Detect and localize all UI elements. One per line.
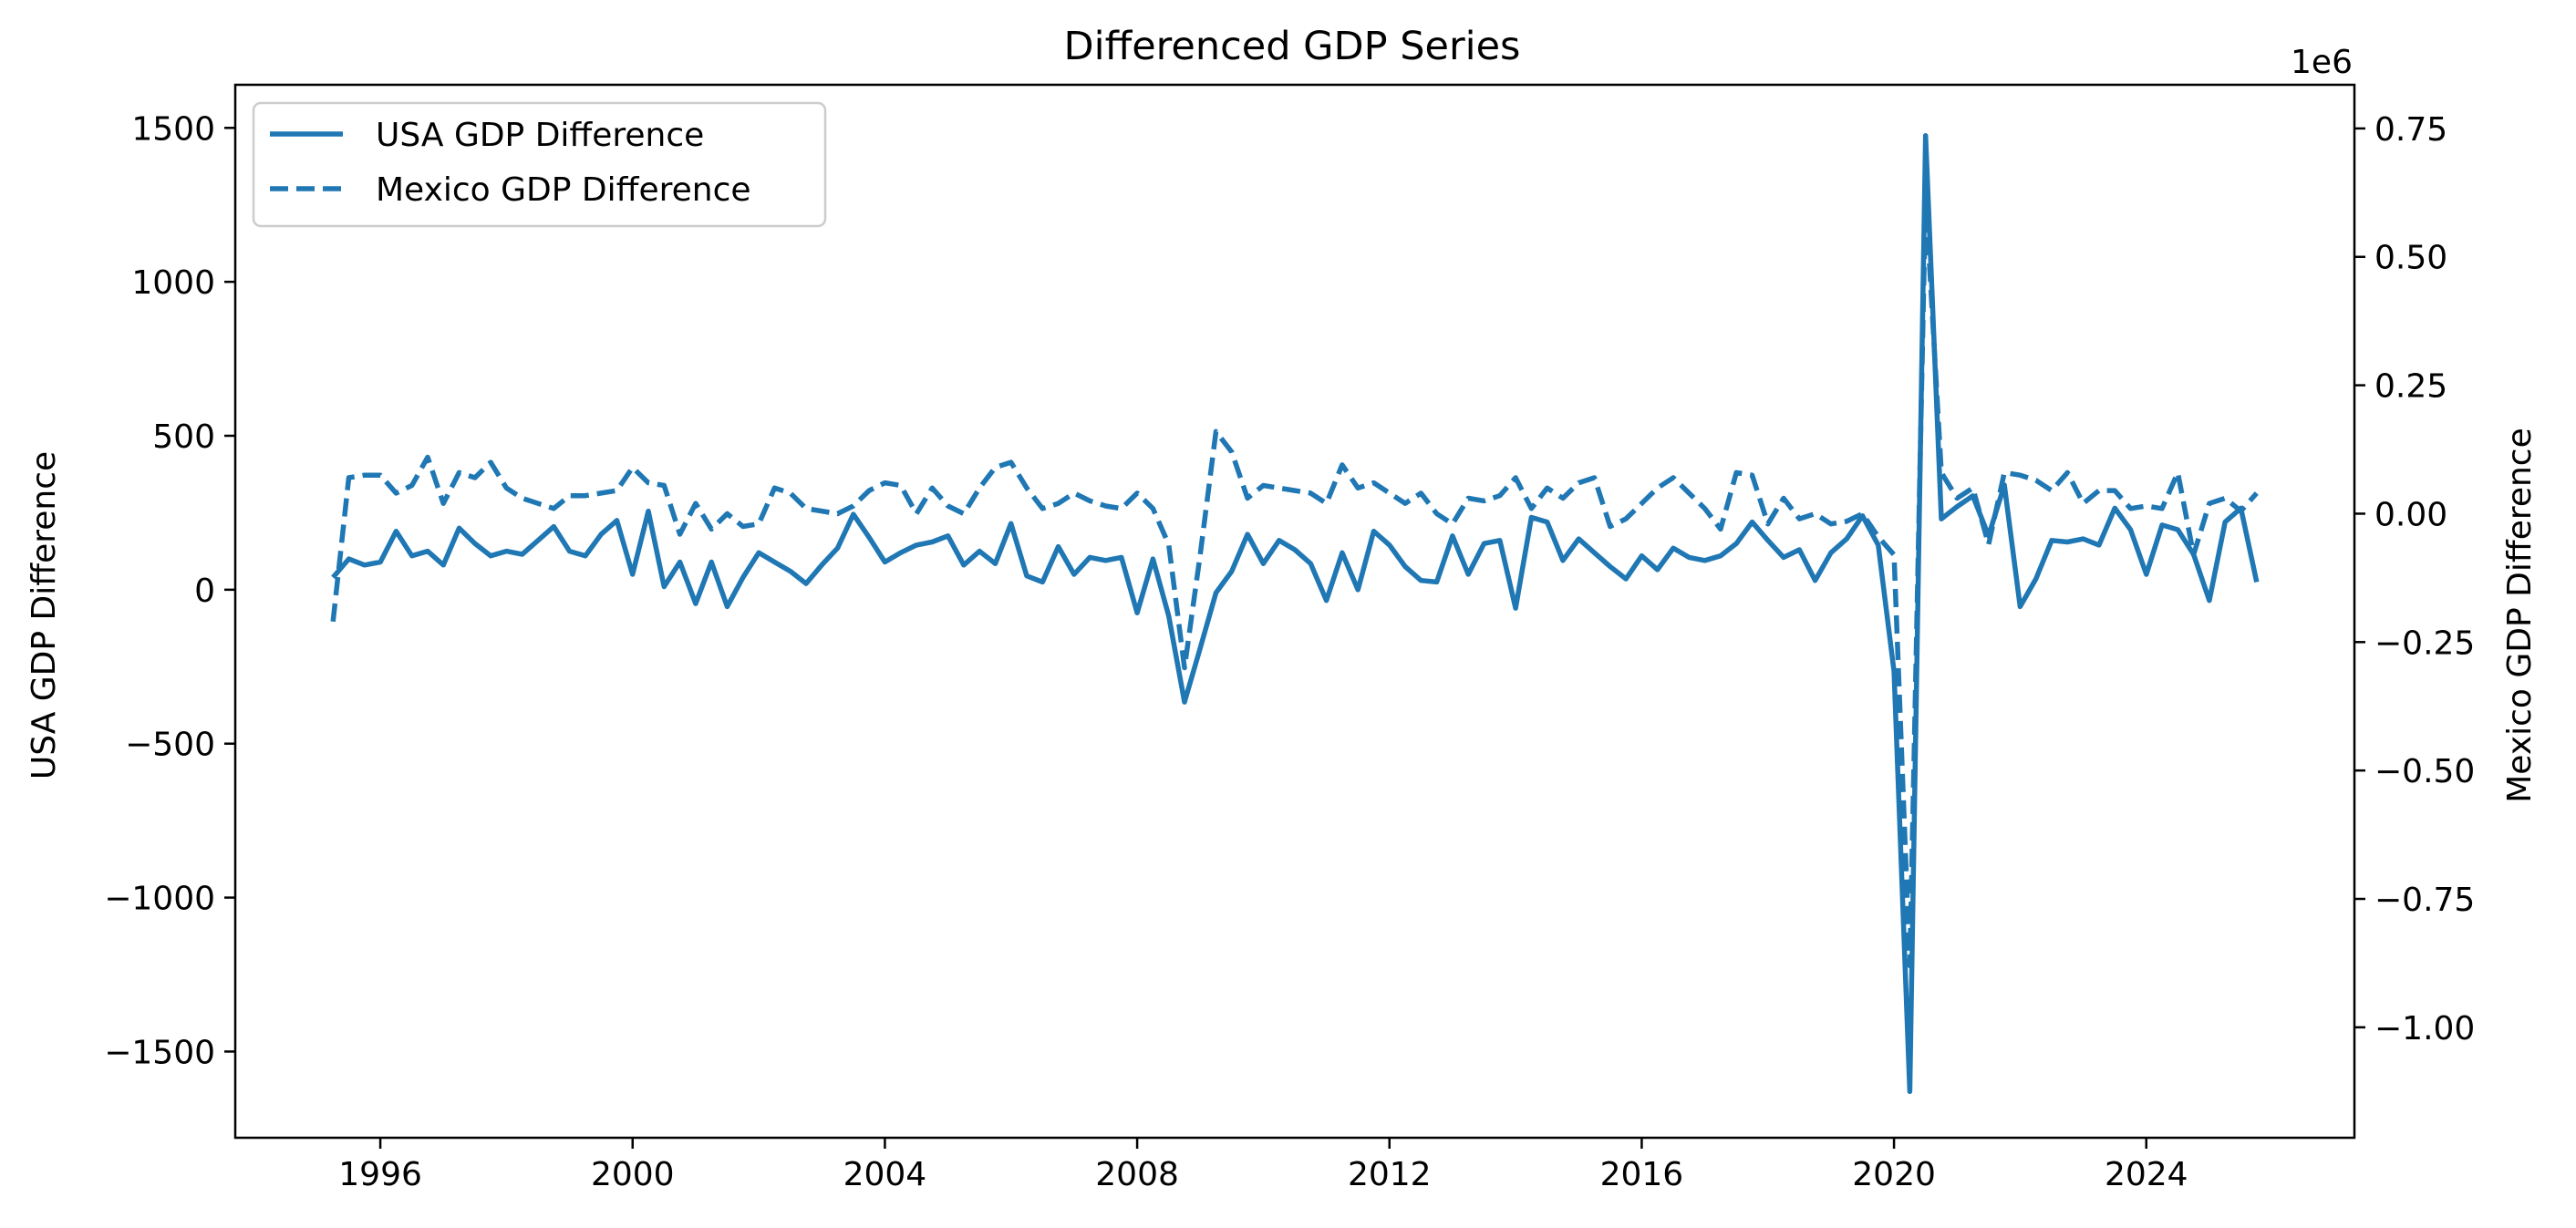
mexico-gdp-difference-line [330,192,2259,969]
y-right-tick-label: −1.00 [2374,1010,2475,1047]
x-tick-label: 2020 [1852,1156,1936,1193]
legend: USA GDP Difference Mexico GDP Difference [252,101,827,228]
y-right-tick-label: 0.00 [2374,496,2447,533]
y-left-tick-label: 0 [194,573,215,610]
y-axis-left-label: USA GDP Difference [26,451,63,779]
y-right-tick-label: 0.75 [2374,111,2447,149]
y-left-tick-label: −1000 [104,881,215,918]
y-right-tick-label: 0.50 [2374,240,2447,277]
x-tick-label: 2004 [843,1156,927,1193]
x-tick-label: 2024 [2105,1156,2188,1193]
x-tick-label: 2008 [1095,1156,1179,1193]
y-axis-right-label: Mexico GDP Difference [2501,428,2539,803]
legend-label: USA GDP Difference [376,117,704,154]
y-left-tick-label: 1000 [131,264,215,302]
legend-label: Mexico GDP Difference [376,171,751,209]
right-axis-offset-text: 1e6 [2291,44,2353,81]
chart-title: Differenced GDP Series [1064,24,1521,69]
y-left-tick-label: −1500 [104,1034,215,1071]
axes-layer: 1996 2000 2004 2008 2012 2016 2020 2024 −1500 −10… [104,83,2475,1193]
x-tick-label: 2012 [1348,1156,1432,1193]
series-layer [330,132,2260,1095]
x-tick-label: 2000 [591,1156,675,1193]
plot-frame [233,83,2356,1140]
legend-box [252,101,827,228]
y-left-tick-label: 500 [152,418,215,456]
x-tick-label: 1996 [338,1156,422,1193]
y-right-tick-label: −0.25 [2374,624,2475,662]
usa-gdp-difference-line [331,132,2260,1095]
y-right-tick-label: 0.25 [2374,368,2447,406]
y-left-tick-label: 1500 [131,110,215,148]
y-right-tick-label: −0.75 [2374,882,2475,919]
y-right-tick-label: −0.50 [2374,753,2475,790]
y-left-tick-label: −500 [125,727,215,764]
x-tick-label: 2016 [1600,1156,1684,1193]
